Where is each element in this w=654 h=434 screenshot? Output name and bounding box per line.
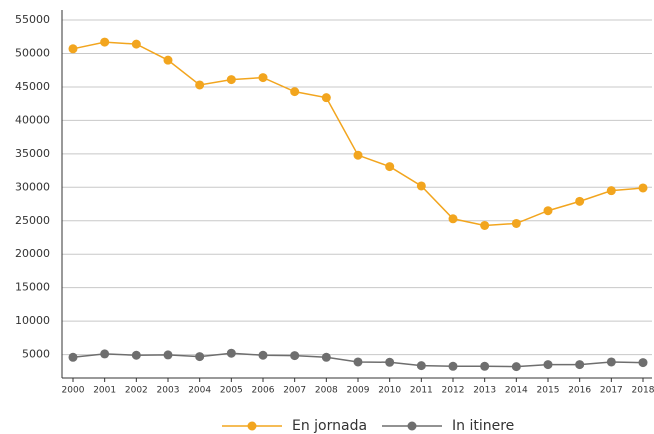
y-tick-label: 50000 (15, 46, 50, 59)
x-tick-label: 2014 (505, 386, 528, 396)
series-line (72, 41, 644, 227)
data-point (195, 80, 205, 90)
data-point (131, 39, 141, 49)
y-tick-label: 5000 (22, 348, 50, 361)
data-point (575, 360, 585, 370)
data-point (638, 183, 648, 193)
data-point (575, 196, 585, 206)
legend-label: En jornada (292, 418, 367, 434)
data-point (353, 357, 363, 367)
y-tick-label: 35000 (15, 147, 50, 160)
x-tick-label: 2002 (125, 386, 148, 396)
y-tick-label: 20000 (15, 247, 50, 260)
data-point (131, 350, 141, 360)
data-point (68, 44, 78, 54)
data-point (511, 362, 521, 372)
x-tick-label: 2001 (93, 386, 116, 396)
x-tick-label: 2000 (62, 386, 85, 396)
data-point (385, 357, 395, 367)
y-tick-label: 10000 (15, 314, 50, 327)
x-tick-label: 2004 (188, 386, 211, 396)
data-point (606, 186, 616, 196)
data-point (638, 358, 648, 368)
x-tick-label: 2010 (378, 386, 401, 396)
x-tick-label: 2003 (157, 386, 180, 396)
x-tick-label: 2013 (473, 386, 496, 396)
data-point (163, 350, 173, 360)
data-point (195, 352, 205, 362)
x-tick-label: 2012 (442, 386, 465, 396)
data-point (258, 350, 268, 360)
data-point (100, 37, 110, 47)
data-point (480, 220, 490, 230)
y-tick-label: 55000 (15, 13, 50, 26)
x-tick-label: 2008 (315, 386, 338, 396)
data-point (606, 357, 616, 367)
data-point (321, 352, 331, 362)
data-point (226, 348, 236, 358)
x-tick-label: 2017 (600, 386, 623, 396)
data-point (290, 87, 300, 97)
legend-label: In itinere (452, 418, 514, 434)
x-tick-label: 2011 (410, 386, 433, 396)
data-point (353, 150, 363, 160)
data-point (163, 55, 173, 65)
legend-marker (247, 421, 257, 431)
data-point (68, 352, 78, 362)
x-tick-label: 2015 (537, 386, 560, 396)
x-tick-label: 2009 (347, 386, 370, 396)
y-tick-label: 30000 (15, 180, 50, 193)
x-tick-label: 2006 (252, 386, 275, 396)
data-point (448, 361, 458, 371)
x-tick-label: 2016 (568, 386, 591, 396)
data-point (448, 214, 458, 224)
y-tick-label: 15000 (15, 281, 50, 294)
data-point (543, 206, 553, 216)
data-point (416, 361, 426, 371)
data-point (258, 73, 268, 83)
x-tick-label: 2018 (632, 386, 654, 396)
data-point (290, 351, 300, 361)
y-tick-label: 40000 (15, 113, 50, 126)
data-point (480, 361, 490, 371)
y-tick-label: 25000 (15, 214, 50, 227)
data-point (543, 360, 553, 370)
data-point (100, 349, 110, 359)
data-point (226, 75, 236, 85)
x-tick-label: 2007 (283, 386, 306, 396)
x-tick-label: 2005 (220, 386, 243, 396)
data-point (511, 218, 521, 228)
data-point (321, 93, 331, 103)
legend-marker (407, 421, 417, 431)
data-point (385, 162, 395, 172)
data-point (416, 181, 426, 191)
y-tick-label: 45000 (15, 80, 50, 93)
